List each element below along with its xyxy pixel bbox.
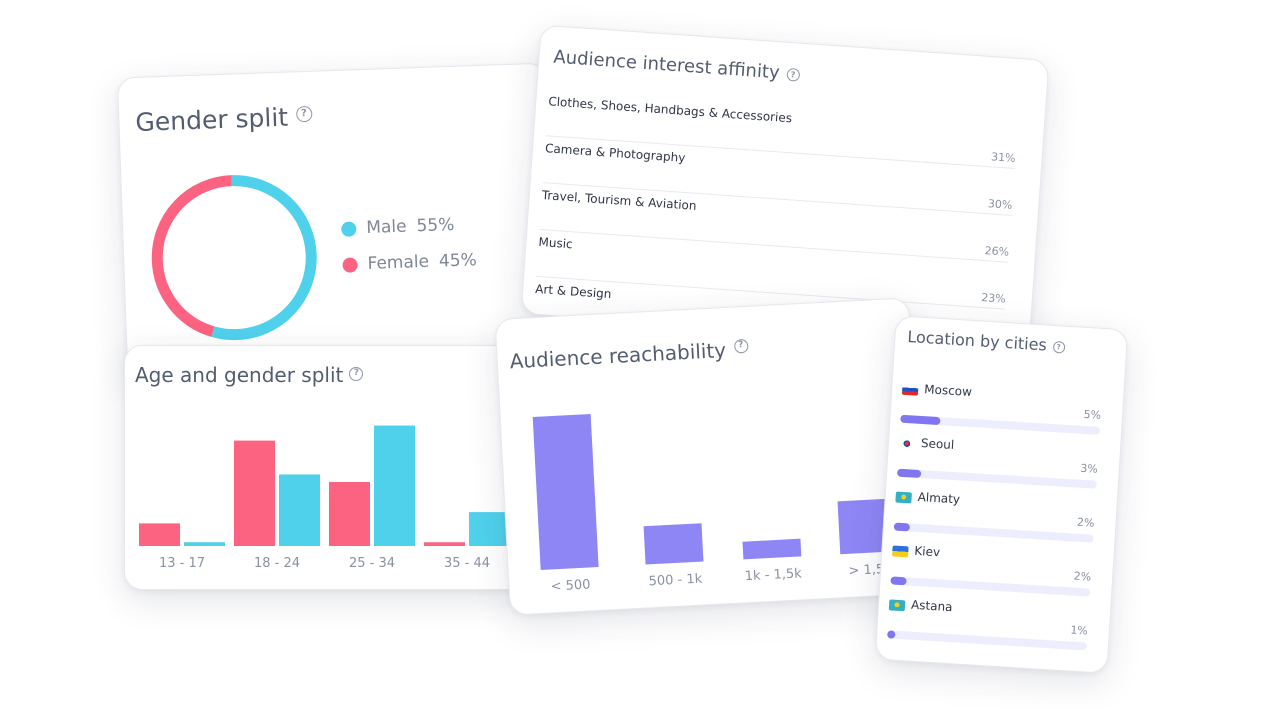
city-progress-track (893, 522, 1094, 543)
flag-kz-icon (888, 599, 906, 612)
female-legend-value: 45% (438, 250, 478, 272)
age-bar-male[interactable] (279, 474, 320, 546)
interest-value: 26% (984, 244, 1010, 259)
reachability-bar-chart: < 500 500 - 1k 1k - 1,5k > 1,5k (532, 414, 899, 594)
city-progress-track (896, 468, 1098, 489)
location-by-cities-card: Location by cities? Moscow 5% Seoul 3% Almat… (874, 315, 1129, 674)
reach-bar[interactable] (643, 523, 704, 565)
city-name: Kiev (913, 543, 941, 560)
reach-bar[interactable] (532, 414, 599, 570)
audience-reachability-card: Audience reachability? < 500 500 - 1k 1k -… (494, 297, 925, 616)
interest-value: 23% (980, 290, 1007, 306)
male-legend-label: Male (365, 216, 407, 238)
age-gender-split-title: Age and gender split? (135, 363, 364, 387)
city-progress-fill (896, 468, 922, 479)
age-bar-male[interactable] (374, 425, 415, 546)
city-row-moscow[interactable]: Moscow 5% (900, 381, 1102, 435)
age-bar-male[interactable] (469, 512, 510, 546)
age-tick-label: 25 - 34 (349, 556, 395, 571)
gender-split-title-text: Gender split (134, 102, 289, 137)
flag-kr-icon (898, 437, 916, 450)
city-share-value: 1% (1070, 623, 1089, 638)
interest-affinity-card: Audience interest affinity? Clothes, Sho… (520, 24, 1050, 350)
gender-donut-chart (151, 175, 317, 341)
male-legend-dot (341, 220, 357, 237)
city-progress-track (887, 630, 1088, 651)
interest-label: Art & Design (534, 281, 612, 302)
location-by-cities-title-text: Location by cities (906, 326, 1048, 355)
interest-affinity-title-text: Audience interest affinity (552, 46, 781, 84)
interest-label: Clothes, Shoes, Handbags & Accessories (547, 94, 793, 126)
city-name: Moscow (923, 382, 973, 399)
city-name: Astana (910, 597, 953, 615)
flag-kz-icon (895, 491, 912, 504)
city-row-kiev[interactable]: Kiev 2% (890, 542, 1092, 597)
age-tick-label: 18 - 24 (254, 556, 300, 571)
interest-value: 30% (987, 197, 1013, 212)
interest-label: Music (538, 234, 574, 252)
city-progress-track (890, 576, 1091, 597)
male-legend-value: 55% (416, 214, 455, 237)
city-progress-track (900, 414, 1101, 435)
city-row-seoul[interactable]: Seoul 3% (896, 435, 1099, 489)
location-by-cities-title: Location by cities? (906, 326, 1066, 356)
city-progress-fill (893, 522, 911, 532)
age-bar-female[interactable] (234, 440, 275, 546)
age-gender-split-title-text: Age and gender split (135, 363, 344, 387)
flag-ua-icon (892, 545, 909, 558)
reach-bar[interactable] (742, 538, 802, 560)
age-tick-label: 35 - 44 (444, 556, 490, 571)
interest-affinity-title: Audience interest affinity? (553, 47, 801, 85)
female-legend-dot (342, 256, 358, 273)
city-share-value: 2% (1076, 515, 1095, 530)
age-bar-female[interactable] (424, 542, 465, 546)
age-gender-split-card: Age and gender split? 13 - 17 18 - 24 25 -… (124, 345, 524, 590)
gender-split-card: Gender split? Male 55% Female 45% (116, 62, 558, 378)
city-progress-fill (900, 414, 941, 426)
city-share-value: 5% (1083, 407, 1102, 422)
interest-label: Travel, Tourism & Aviation (541, 188, 697, 213)
reach-tick-label: 1k - 1,5k (744, 566, 802, 584)
age-bar-female[interactable] (329, 482, 370, 546)
age-gender-bar-chart: 13 - 17 18 - 24 25 - 34 35 - 44 (139, 425, 510, 571)
help-icon[interactable]: ? (295, 105, 313, 123)
gender-split-title: Gender split? (135, 102, 313, 137)
legend-male: Male 55% (341, 215, 455, 239)
city-share-value: 2% (1073, 569, 1092, 584)
city-name: Seoul (920, 436, 955, 453)
city-progress-fill (887, 630, 896, 639)
age-bar-female[interactable] (139, 523, 180, 546)
help-icon[interactable]: ? (786, 67, 800, 82)
help-icon[interactable]: ? (1052, 340, 1066, 354)
age-tick-label: 13 - 17 (159, 556, 205, 571)
interest-value: 31% (990, 150, 1017, 165)
city-row-almaty[interactable]: Almaty 2% (893, 489, 1096, 543)
age-bar-male[interactable] (184, 542, 225, 546)
legend-female: Female 45% (342, 250, 477, 275)
help-icon[interactable]: ? (349, 366, 364, 381)
reach-tick-label: 500 - 1k (648, 572, 703, 590)
female-legend-label: Female (367, 251, 430, 274)
donut-slice-male (151, 175, 317, 341)
interest-label: Camera & Photography (544, 141, 686, 165)
reach-tick-label: < 500 (550, 577, 591, 594)
flag-ru-icon (901, 383, 919, 396)
city-progress-fill (890, 576, 907, 586)
city-row-astana[interactable]: Astana 1% (887, 596, 1089, 651)
city-share-value: 3% (1079, 461, 1099, 476)
city-name: Almaty (917, 489, 961, 507)
